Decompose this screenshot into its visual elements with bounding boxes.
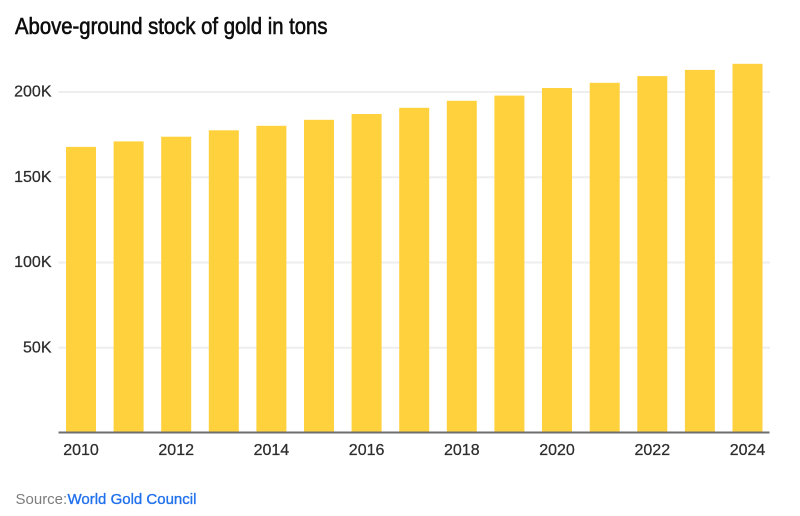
svg-text:2010: 2010 [63,442,99,459]
svg-text:2024: 2024 [730,442,766,459]
svg-text:2018: 2018 [444,442,480,459]
svg-text:Source: World Gold Council: Source: World Gold Council [16,491,197,508]
svg-text:2020: 2020 [539,442,575,459]
svg-text:2022: 2022 [635,442,671,459]
svg-text:2012: 2012 [158,442,194,459]
svg-text:Above-ground stock of gold in: Above-ground stock of gold in tons [15,13,328,39]
svg-text:200K: 200K [14,84,52,101]
svg-text:150K: 150K [14,169,52,186]
svg-text:50K: 50K [23,340,52,357]
svg-text:100K: 100K [14,254,52,271]
svg-text:2014: 2014 [254,442,290,459]
svg-text:2016: 2016 [349,442,385,459]
